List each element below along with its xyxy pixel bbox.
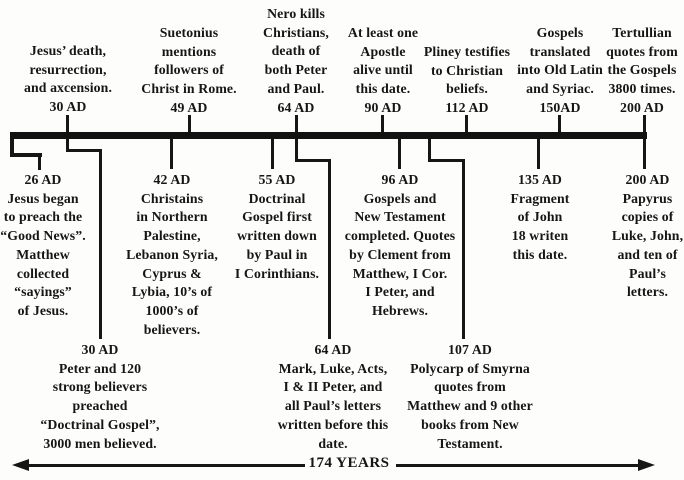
tick-up-64ad — [295, 115, 298, 132]
event-top-200ad: Tertullian quotes from the Gospels 3800 … — [606, 25, 678, 115]
tick-up-90ad — [381, 115, 384, 132]
arrowhead-left-icon — [12, 459, 29, 471]
timeline-bar — [10, 132, 647, 139]
event-mid-26ad: 26 AD Jesus began to preach the “Good Ne… — [0, 172, 86, 318]
connector-64ad-vertical2 — [328, 159, 331, 339]
tick-up-150ad — [558, 115, 561, 132]
span-years-label: 174 YEARS — [308, 455, 390, 471]
event-bottom-64ad: 64 AD Mark, Luke, Acts, I & II Peter, an… — [277, 342, 389, 451]
event-top-49ad: Suetonius mentions followers of Christ i… — [141, 25, 237, 115]
connector-30ad-horizontal — [66, 149, 102, 152]
connector-107ad-vertical1 — [428, 139, 431, 162]
tick-down-96ad — [398, 139, 401, 169]
connector-64ad-horizontal — [295, 159, 331, 162]
event-top-90ad: At least one Apostle alive until this da… — [347, 25, 419, 115]
tick-down-200ad — [643, 139, 646, 169]
event-bottom-30ad: 30 AD Peter and 120 strong believers pre… — [40, 342, 160, 451]
event-top-30ad: Jesus’ death, resurrection, and axcensio… — [23, 43, 113, 115]
tick-up-49ad — [188, 115, 191, 132]
event-top-112ad: Pliney testifies to Christian beliefs. 1… — [423, 44, 511, 116]
connector-26ad-horizontal — [10, 153, 42, 157]
connector-107ad-horizontal — [428, 159, 465, 162]
event-top-64ad: Nero kills Christians, death of both Pet… — [263, 6, 329, 115]
tick-down-42ad — [170, 139, 173, 169]
event-mid-55ad: 55 AD Doctrinal Gospel first written dow… — [234, 172, 320, 281]
event-mid-135ad: 135 AD Fragment of John 18 writen this d… — [510, 172, 570, 262]
connector-107ad-vertical2 — [462, 159, 465, 339]
span-arrow-line-right — [396, 464, 638, 467]
tick-up-112ad — [465, 115, 468, 132]
connector-30ad-vertical2 — [99, 149, 102, 339]
event-mid-96ad: 96 AD Gospels and New Testament complete… — [344, 172, 456, 318]
tick-up-200ad — [643, 115, 646, 132]
tick-down-55ad — [271, 139, 274, 169]
arrowhead-right-icon — [638, 459, 655, 471]
event-bottom-107ad: 107 AD Polycarp of Smyrna quotes from Ma… — [407, 342, 533, 451]
tick-up-30ad — [66, 115, 69, 132]
tick-down-135ad — [537, 139, 540, 169]
connector-64ad-vertical1 — [295, 139, 298, 162]
connector-26ad-vertical1 — [10, 139, 14, 157]
connector-30ad-vertical1 — [66, 139, 69, 152]
connector-26ad-vertical2 — [38, 153, 41, 170]
event-mid-42ad: 42 AD Christains in Northern Palestine, … — [126, 172, 218, 337]
event-mid-200ad: 200 AD Papyrus copies of Luke, John, and… — [611, 172, 684, 300]
event-top-150ad: Gospels translated into Old Latin and Sy… — [517, 25, 603, 115]
span-arrow-line-left — [28, 464, 305, 467]
